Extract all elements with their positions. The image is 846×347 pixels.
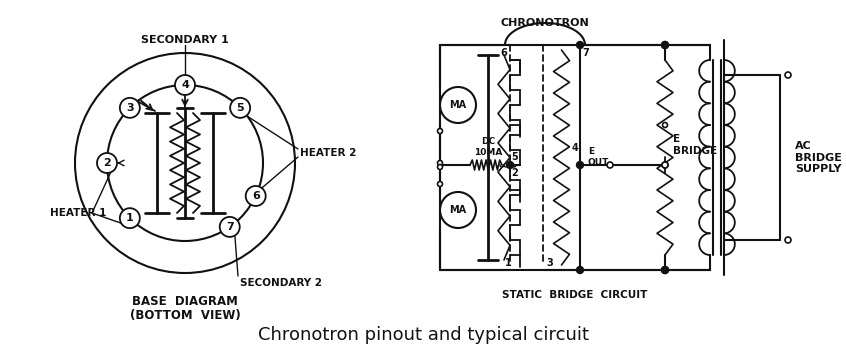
Text: 3: 3 — [126, 103, 134, 113]
Text: 2: 2 — [103, 158, 111, 168]
Circle shape — [437, 181, 442, 186]
Circle shape — [576, 266, 584, 273]
Text: 6: 6 — [500, 48, 507, 58]
Circle shape — [662, 266, 668, 273]
Circle shape — [662, 162, 668, 168]
Circle shape — [662, 122, 667, 127]
Circle shape — [230, 98, 250, 118]
Text: MA: MA — [449, 100, 466, 110]
Circle shape — [785, 72, 791, 78]
Text: SECONDARY 1: SECONDARY 1 — [141, 35, 229, 45]
Circle shape — [97, 153, 117, 173]
Circle shape — [662, 42, 668, 49]
Text: DC
10MA: DC 10MA — [474, 137, 503, 157]
Circle shape — [662, 266, 668, 273]
Circle shape — [607, 162, 613, 168]
Circle shape — [507, 161, 514, 169]
Text: E
OUT: E OUT — [588, 147, 609, 167]
Text: BASE  DIAGRAM: BASE DIAGRAM — [132, 295, 238, 308]
Circle shape — [175, 75, 195, 95]
Circle shape — [576, 42, 584, 49]
Circle shape — [437, 161, 442, 166]
Text: 5: 5 — [511, 152, 518, 162]
Text: 7: 7 — [582, 48, 589, 58]
Circle shape — [437, 164, 442, 169]
Text: SECONDARY 2: SECONDARY 2 — [240, 278, 322, 288]
Text: HEATER 1: HEATER 1 — [50, 208, 107, 218]
Circle shape — [245, 186, 266, 206]
Circle shape — [437, 128, 442, 134]
Circle shape — [662, 162, 668, 168]
Text: 6: 6 — [252, 191, 260, 201]
Text: (BOTTOM  VIEW): (BOTTOM VIEW) — [129, 309, 240, 322]
Text: 5: 5 — [236, 103, 244, 113]
Circle shape — [440, 87, 476, 123]
Circle shape — [662, 42, 668, 49]
Circle shape — [440, 192, 476, 228]
Text: 1: 1 — [126, 213, 134, 223]
Text: Chronotron pinout and typical circuit: Chronotron pinout and typical circuit — [257, 326, 589, 344]
Text: 4: 4 — [572, 143, 579, 153]
Text: HEATER 2: HEATER 2 — [300, 148, 356, 158]
Circle shape — [220, 217, 239, 237]
Text: AC
BRIDGE
SUPPLY: AC BRIDGE SUPPLY — [795, 141, 842, 174]
Circle shape — [120, 208, 140, 228]
Text: 1: 1 — [504, 258, 511, 268]
Text: MA: MA — [449, 205, 466, 215]
Text: E
BRIDGE: E BRIDGE — [673, 134, 717, 156]
Text: 3: 3 — [546, 258, 552, 268]
Text: 2: 2 — [511, 168, 518, 178]
Text: 7: 7 — [226, 222, 233, 232]
Text: CHRONOTRON: CHRONOTRON — [501, 18, 590, 28]
Circle shape — [120, 98, 140, 118]
Text: STATIC  BRIDGE  CIRCUIT: STATIC BRIDGE CIRCUIT — [503, 290, 648, 300]
Text: 4: 4 — [181, 80, 189, 90]
Circle shape — [576, 161, 584, 169]
Circle shape — [785, 237, 791, 243]
